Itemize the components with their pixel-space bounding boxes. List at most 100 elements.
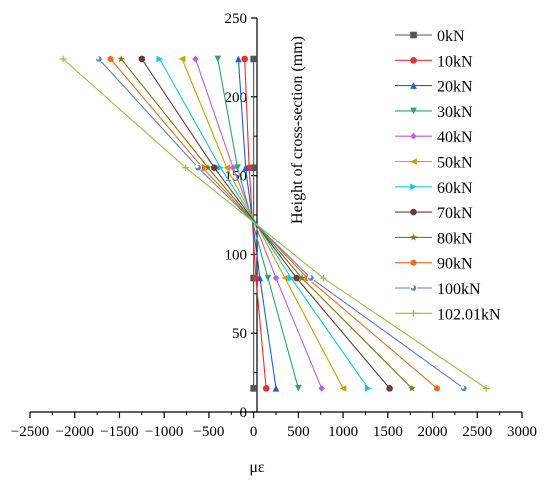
series-30kN bbox=[214, 55, 302, 392]
marker bbox=[410, 82, 417, 89]
marker bbox=[295, 385, 302, 392]
series-line bbox=[217, 58, 299, 389]
marker bbox=[235, 55, 242, 63]
series-line bbox=[62, 58, 487, 389]
legend-entry: 102.01kN bbox=[395, 306, 501, 323]
marker bbox=[264, 274, 272, 282]
marker-highlight bbox=[411, 285, 414, 289]
legend-label: 102.01kN bbox=[437, 306, 501, 323]
marker-highlight bbox=[96, 56, 100, 60]
legend: 0kN 10kN 20kN 30kN 40kN 50kN 60kN 70kN 80kN 90kN 1… bbox=[395, 28, 501, 323]
y-axis-title: Height of cross-section (mm) bbox=[289, 36, 306, 224]
marker bbox=[298, 274, 306, 282]
marker bbox=[272, 385, 280, 392]
marker bbox=[250, 55, 257, 63]
series-line bbox=[159, 58, 369, 389]
legend-entry: 90kN bbox=[395, 256, 473, 273]
y-tick-label: 0 bbox=[240, 405, 248, 421]
marker bbox=[214, 55, 222, 63]
legend-label: 100kN bbox=[437, 281, 481, 298]
legend-entry: 30kN bbox=[395, 104, 473, 121]
marker bbox=[156, 55, 164, 63]
legend-label: 60kN bbox=[437, 180, 473, 197]
marker bbox=[410, 208, 417, 216]
marker bbox=[178, 55, 186, 63]
marker bbox=[482, 385, 490, 392]
x-tick-label: 1500 bbox=[373, 424, 403, 440]
x-tick-label: 3000 bbox=[507, 424, 537, 440]
x-tick-label: 2500 bbox=[462, 424, 492, 440]
series-line bbox=[141, 58, 391, 389]
marker bbox=[223, 164, 231, 172]
marker bbox=[262, 385, 270, 392]
series-50kN bbox=[178, 55, 347, 392]
marker bbox=[410, 107, 417, 115]
marker bbox=[410, 158, 417, 165]
series-line bbox=[120, 58, 413, 389]
series-60kN bbox=[156, 55, 372, 392]
axes-layer: −2500 −2000 −1500 −1000 −500 0 500 1000 1500 2000… bbox=[11, 11, 537, 440]
series-80kN bbox=[117, 55, 416, 392]
marker bbox=[364, 385, 372, 392]
marker-highlight bbox=[308, 275, 312, 279]
x-axis-title: με bbox=[249, 459, 265, 476]
marker bbox=[250, 385, 257, 392]
x-tick-label: −1000 bbox=[145, 424, 183, 440]
legend-entry: 10kN bbox=[395, 53, 473, 70]
marker bbox=[217, 164, 224, 172]
marker bbox=[410, 310, 417, 317]
legend-entry: 0kN bbox=[395, 28, 465, 45]
marker bbox=[138, 55, 146, 63]
y-tick-label: 100 bbox=[225, 247, 248, 263]
legend-label: 0kN bbox=[437, 28, 465, 45]
marker bbox=[409, 233, 418, 241]
legend-entry: 80kN bbox=[395, 230, 473, 247]
marker bbox=[107, 55, 114, 63]
marker bbox=[320, 274, 327, 282]
marker bbox=[182, 164, 189, 172]
legend-entry: 100kN bbox=[395, 281, 481, 298]
legend-label: 90kN bbox=[437, 256, 473, 273]
series-line bbox=[98, 58, 465, 389]
series-102.01kN bbox=[59, 55, 490, 392]
marker bbox=[229, 164, 237, 172]
legend-entry: 50kN bbox=[395, 155, 473, 172]
legend-label: 30kN bbox=[437, 104, 473, 121]
marker-highlight bbox=[461, 385, 465, 389]
x-tick-label: −1500 bbox=[100, 424, 138, 440]
marker bbox=[256, 274, 264, 282]
marker bbox=[242, 164, 249, 172]
legend-entry: 70kN bbox=[395, 205, 473, 222]
marker bbox=[204, 163, 212, 171]
series-90kN bbox=[107, 55, 440, 392]
x-tick-label: 2000 bbox=[418, 424, 448, 440]
x-tick-label: 1000 bbox=[328, 424, 358, 440]
series-100kN bbox=[95, 55, 468, 393]
series-line bbox=[181, 58, 344, 389]
marker bbox=[410, 57, 417, 64]
marker bbox=[210, 164, 218, 172]
x-tick-label: −2000 bbox=[55, 424, 93, 440]
legend-label: 20kN bbox=[437, 79, 473, 96]
y-tick-label: 250 bbox=[225, 11, 248, 27]
marker bbox=[192, 55, 199, 63]
x-tick-label: 0 bbox=[250, 424, 258, 440]
marker bbox=[250, 164, 257, 172]
marker bbox=[59, 55, 67, 63]
marker-highlight bbox=[195, 165, 199, 169]
marker bbox=[241, 55, 248, 63]
marker bbox=[408, 384, 416, 392]
series-layer bbox=[59, 55, 490, 393]
legend-entry: 40kN bbox=[395, 129, 473, 146]
y-tick-label: 50 bbox=[232, 326, 247, 342]
marker bbox=[410, 259, 417, 266]
legend-label: 40kN bbox=[437, 129, 473, 146]
marker bbox=[434, 385, 440, 392]
marker bbox=[293, 274, 300, 282]
legend-label: 80kN bbox=[437, 230, 473, 247]
legend-label: 70kN bbox=[437, 205, 473, 222]
x-tick-label: −2500 bbox=[11, 424, 49, 440]
marker bbox=[410, 132, 417, 140]
marker bbox=[281, 274, 289, 282]
